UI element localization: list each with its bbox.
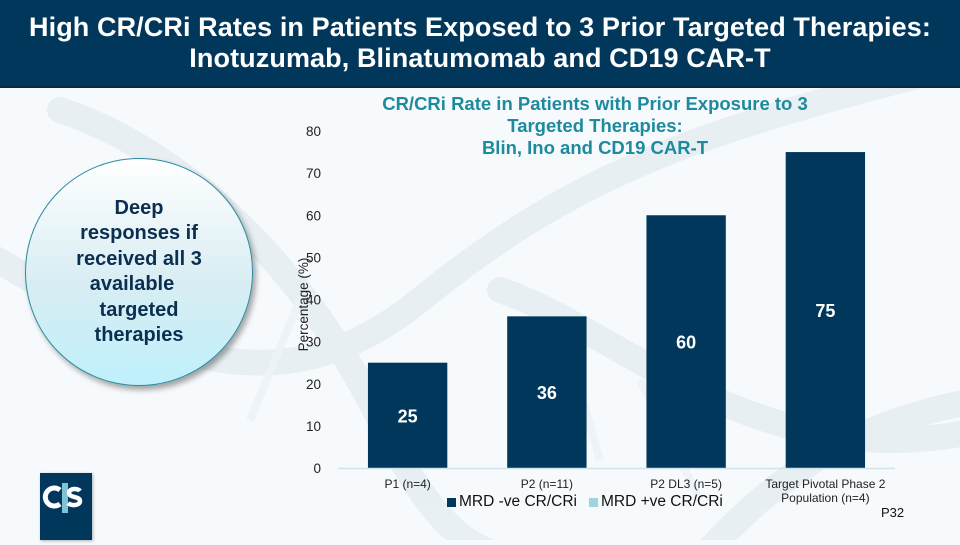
slide-title-line-2: Inotuzumab, Blinatumomab and CD19 CAR-T <box>189 43 771 73</box>
y-tick-label: 80 <box>306 124 321 139</box>
callout-line: received all 3 <box>76 247 202 270</box>
y-tick-label: 30 <box>306 335 321 350</box>
y-tick-label: 20 <box>306 377 321 392</box>
y-tick-label: 50 <box>306 250 321 265</box>
chart-legend: MRD -ve CR/CRi MRD +ve CR/CRi <box>447 493 735 511</box>
callout-line: targeted <box>99 298 179 321</box>
bar <box>785 152 866 468</box>
x-tick-label: Population (n=4) <box>781 491 869 505</box>
data-label: 25 <box>398 406 418 426</box>
x-tick-label: P2 (n=11) <box>521 477 573 491</box>
x-tick-label: P1 (n=4) <box>384 477 430 491</box>
legend-swatch-light <box>588 497 598 507</box>
x-tick-label: Target Pivotal Phase 2 <box>765 477 885 491</box>
y-tick-label: 0 <box>313 461 321 476</box>
data-label: 60 <box>676 333 696 353</box>
callout-line: therapies <box>94 324 184 346</box>
legend-label: MRD +ve CR/CRi <box>600 493 723 510</box>
callout-line: available <box>89 273 175 295</box>
bar <box>507 316 587 468</box>
slide-header: High CR/CRi Rates in Patients Exposed to… <box>0 0 960 88</box>
bar <box>646 215 726 468</box>
legend-item-mrd-positive: MRD +ve CR/CRi <box>588 493 723 511</box>
cts-logo-icon <box>42 483 83 513</box>
callout-bubble: Deep responses if received all 3 availab… <box>25 158 253 386</box>
legend-label: MRD -ve CR/CRi <box>459 493 577 510</box>
y-tick-label: 60 <box>306 208 321 223</box>
x-tick-label: P2 DL3 (n=5) <box>650 477 722 491</box>
data-label: 75 <box>815 301 835 321</box>
legend-swatch-dark <box>447 497 456 507</box>
callout-line: Deep <box>114 196 164 219</box>
data-label: 36 <box>537 383 557 403</box>
chart-title-line-3: Blin, Ino and CD19 CAR-T <box>481 137 709 158</box>
chart-title-line-1: CR/CRi Rate in Patients with Prior Expos… <box>382 93 808 114</box>
y-tick-label: 70 <box>306 166 321 181</box>
legend-item-mrd-negative: MRD -ve CR/CRi <box>447 493 577 511</box>
chart-title-line-2: Targeted Therapies: <box>507 115 683 136</box>
y-axis-label: Percentage (%) <box>296 258 311 352</box>
callout-line: responses if <box>80 222 198 244</box>
bar <box>367 362 448 468</box>
y-tick-label: 40 <box>306 293 321 308</box>
company-logo <box>40 473 92 540</box>
slide-title-line-1: High CR/CRi Rates in Patients Exposed to… <box>29 12 931 42</box>
y-tick-label: 10 <box>306 419 321 434</box>
chart-title: CR/CRi Rate in Patients with Prior Expos… <box>330 93 860 159</box>
page-number: P32 <box>881 505 905 520</box>
